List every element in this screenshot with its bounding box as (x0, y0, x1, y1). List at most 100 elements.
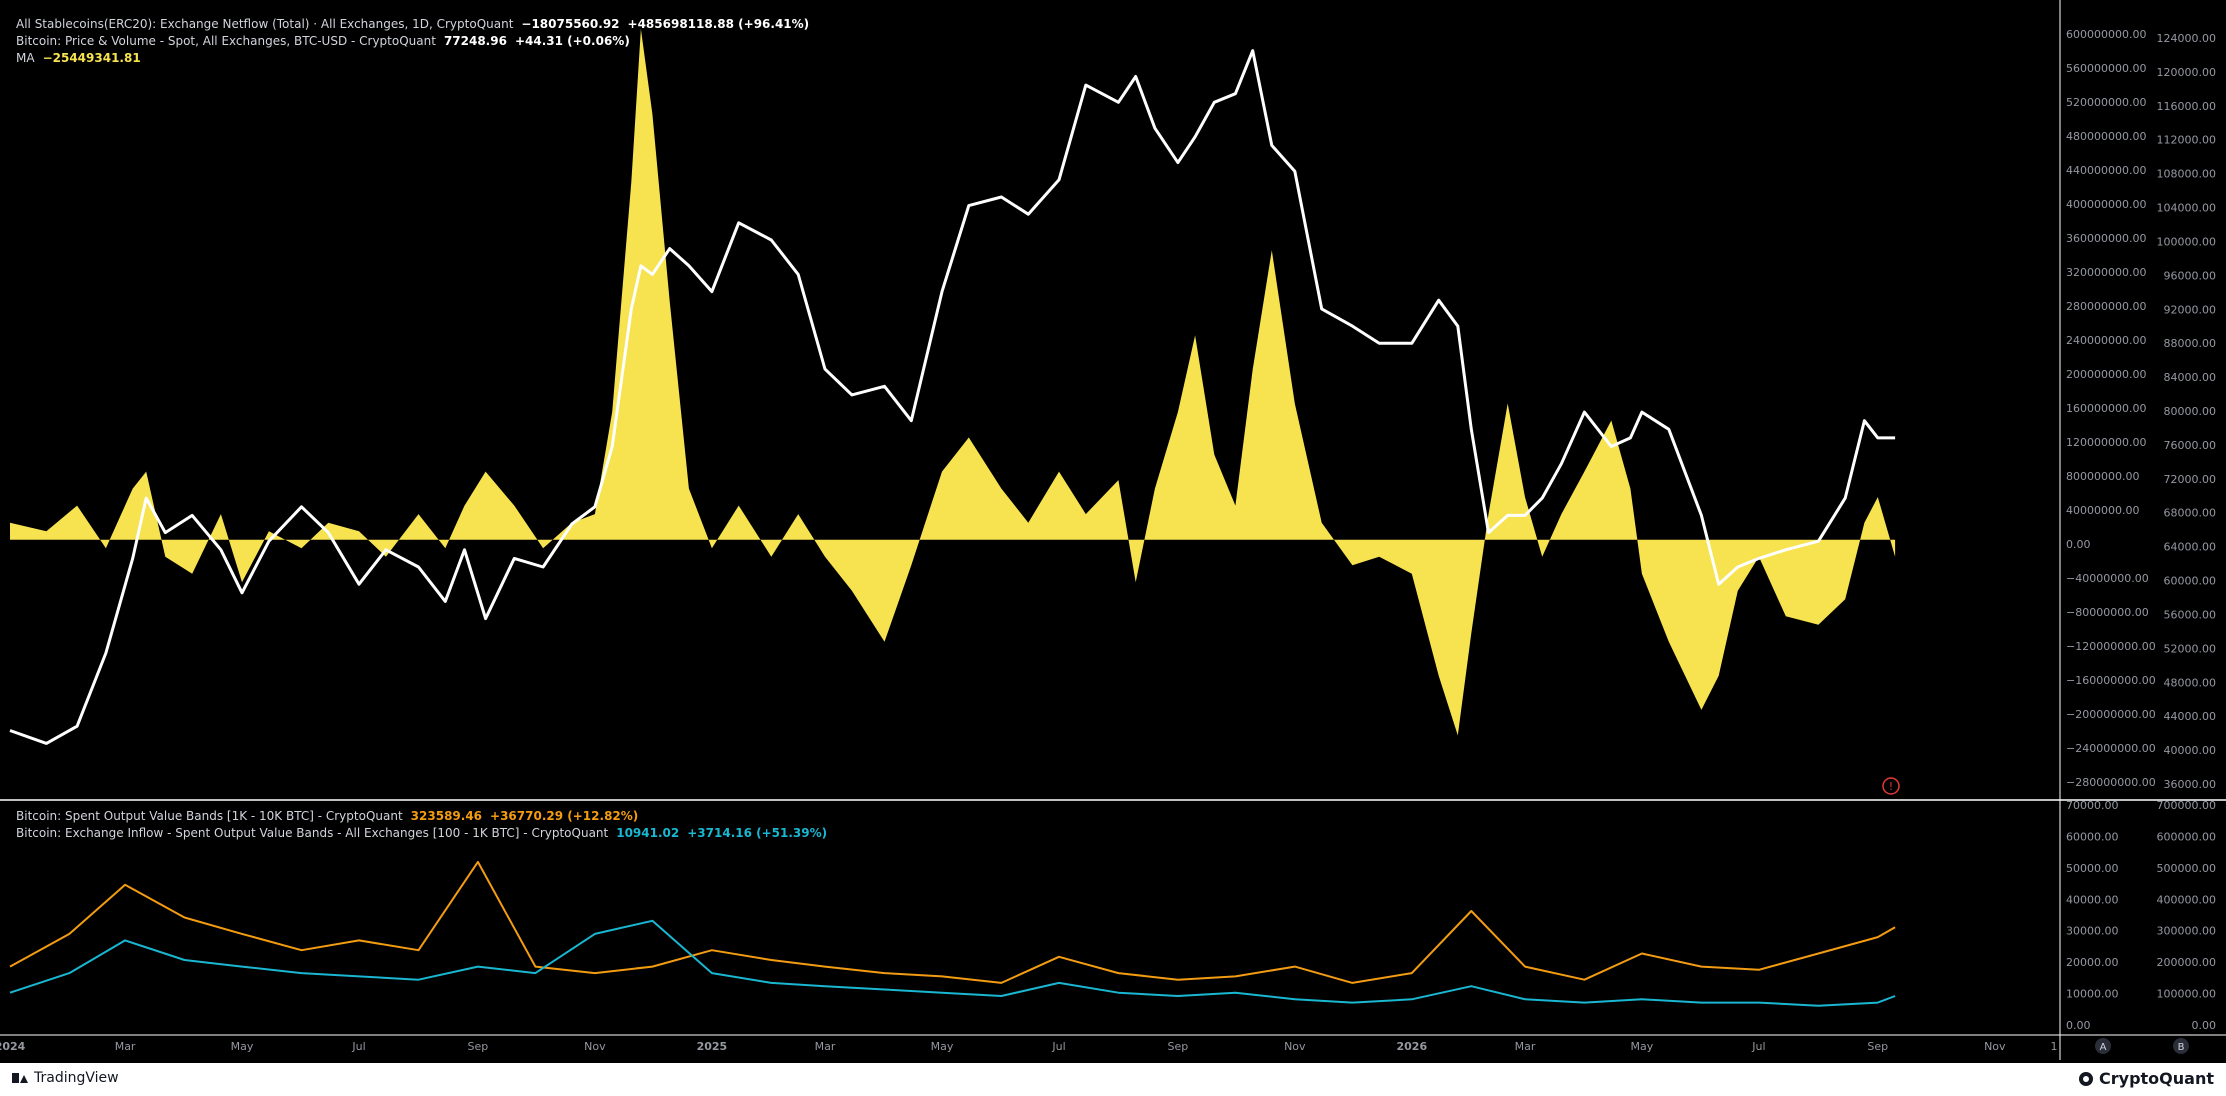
legend-netflow-value: −18075560.92 (521, 17, 620, 31)
netflow-axis-label: −280000000.00 (2066, 776, 2156, 789)
time-axis-label: 2024 (0, 1040, 26, 1053)
time-axis-label: Nov (1284, 1040, 1306, 1053)
price-axis-label: 80000.00 (2164, 405, 2217, 418)
inflow-axis-label: 0.00 (2066, 1019, 2091, 1032)
price-axis-label: 68000.00 (2164, 507, 2217, 520)
time-axis-label: May (1631, 1040, 1654, 1053)
price-axis-label: 72000.00 (2164, 473, 2217, 486)
legend-sovb-value: 323589.46 (410, 809, 483, 823)
price-axis-label: 92000.00 (2164, 303, 2217, 316)
legend-ma-label: MA (16, 51, 35, 65)
time-axis-label: Mar (115, 1040, 136, 1053)
price-axis-label: 120000.00 (2157, 66, 2217, 79)
price-axis-label: 60000.00 (2164, 575, 2217, 588)
netflow-axis-label: 80000000.00 (2066, 470, 2139, 483)
inflow-axis-label: 60000.00 (2066, 830, 2119, 843)
netflow-axis-label: 240000000.00 (2066, 334, 2146, 347)
time-axis-label: May (231, 1040, 254, 1053)
price-axis-label: 48000.00 (2164, 676, 2217, 689)
time-axis-label: 2026 (1396, 1040, 1427, 1053)
time-scale-button-label: B (2178, 1042, 2185, 1053)
inflow-axis-label: 70000.00 (2066, 799, 2119, 812)
legend-sovb-label: Bitcoin: Spent Output Value Bands [1K - … (16, 809, 403, 823)
legend-btc-label: Bitcoin: Price & Volume - Spot, All Exch… (16, 34, 436, 48)
time-axis-label: May (931, 1040, 954, 1053)
price-axis-label: 40000.00 (2164, 744, 2217, 757)
legend-inflow-label: Bitcoin: Exchange Inflow - Spent Output … (16, 826, 609, 840)
price-axis-label: 84000.00 (2164, 371, 2217, 384)
alert-icon[interactable]: ! (1882, 777, 1900, 795)
inflow-axis-label: 50000.00 (2066, 862, 2119, 875)
tradingview-logo-text: TradingView (34, 1070, 119, 1086)
time-scale-button-label: A (2100, 1042, 2107, 1053)
legend-inflow-change: +3714.16 (+51.39%) (687, 826, 828, 840)
svg-text:!: ! (1889, 780, 1893, 793)
sovb-axis-label: 0.00 (2192, 1019, 2217, 1032)
legend-sovb[interactable]: Bitcoin: Spent Output Value Bands [1K - … (16, 808, 646, 825)
footer-bar (0, 1063, 2226, 1096)
sovb-axis-label: 100000.00 (2157, 988, 2217, 1001)
netflow-axis-label: −80000000.00 (2066, 606, 2149, 619)
netflow-axis-label: 440000000.00 (2066, 164, 2146, 177)
price-axis-label: 124000.00 (2157, 32, 2217, 45)
netflow-axis-label: 520000000.00 (2066, 96, 2146, 109)
inflow-line (9, 919, 1896, 1007)
netflow-axis-label: 0.00 (2066, 538, 2091, 551)
time-axis-label: Nov (584, 1040, 606, 1053)
cryptoquant-logo-icon (2079, 1071, 2094, 1086)
netflow-axis-label: 200000000.00 (2066, 368, 2146, 381)
sovb-axis-label: 500000.00 (2157, 862, 2217, 875)
price-axis-label: 108000.00 (2157, 168, 2217, 181)
legend-sovb-change: +36770.29 (+12.82%) (490, 809, 639, 823)
netflow-axis-label: 40000000.00 (2066, 504, 2139, 517)
sovb-line (9, 860, 1896, 984)
chart-canvas[interactable]: 600000000.00 560000000.00 520000000.00 4800… (0, 0, 2226, 1063)
time-axis-label: Nov (1984, 1040, 2006, 1053)
legend-btc-change: +44.31 (+0.06%) (514, 34, 630, 48)
price-axis-label: 100000.00 (2157, 236, 2217, 249)
timezone-marker[interactable]: 1 (2051, 1040, 2058, 1053)
cryptoquant-logo: CryptoQuant (2079, 1069, 2214, 1088)
netflow-axis-label: 120000000.00 (2066, 436, 2146, 449)
time-axis-label: Sep (1867, 1040, 1888, 1053)
legend-inflow[interactable]: Bitcoin: Exchange Inflow - Spent Output … (16, 825, 835, 842)
time-axis-label: Sep (1168, 1040, 1189, 1053)
netflow-axis-label: 160000000.00 (2066, 402, 2146, 415)
netflow-axis-label: 480000000.00 (2066, 130, 2146, 143)
time-axis-label: Sep (468, 1040, 489, 1053)
sovb-axis-label: 700000.00 (2157, 799, 2217, 812)
inflow-axis-label: 10000.00 (2066, 988, 2119, 1001)
price-axis-label: 36000.00 (2164, 778, 2217, 791)
sovb-axis-label: 400000.00 (2157, 893, 2217, 906)
time-axis-label: Mar (1515, 1040, 1536, 1053)
inflow-axis-label: 30000.00 (2066, 925, 2119, 938)
price-axis-label: 64000.00 (2164, 541, 2217, 554)
time-scale-button-a[interactable]: A (2095, 1038, 2111, 1054)
price-axis-label: 96000.00 (2164, 269, 2217, 282)
price-axis-label: 52000.00 (2164, 642, 2217, 655)
sovb-axis-label: 600000.00 (2157, 830, 2217, 843)
netflow-axis-label: −120000000.00 (2066, 640, 2156, 653)
netflow-axis-label: 560000000.00 (2066, 62, 2146, 75)
price-axis-label: 76000.00 (2164, 439, 2217, 452)
legend-netflow-change: +485698118.88 (+96.41%) (627, 17, 810, 31)
sovb-axis-label: 200000.00 (2157, 956, 2217, 969)
netflow-axis-label: −160000000.00 (2066, 674, 2156, 687)
netflow-axis-label: 360000000.00 (2066, 232, 2146, 245)
time-axis-label: Mar (815, 1040, 836, 1053)
price-axis-label: 104000.00 (2157, 202, 2217, 215)
legend-netflow-label: All Stablecoins(ERC20): Exchange Netflow… (16, 17, 514, 31)
legend-netflow[interactable]: All Stablecoins(ERC20): Exchange Netflow… (16, 16, 817, 33)
legend-ma-value: −25449341.81 (42, 51, 141, 65)
price-axis-label: 116000.00 (2157, 100, 2217, 113)
netflow-area (10, 29, 1896, 736)
time-scale-button-b[interactable]: B (2173, 1038, 2189, 1054)
price-axis-label: 44000.00 (2164, 710, 2217, 723)
tradingview-logo[interactable]: TradingView (12, 1070, 119, 1086)
time-axis-label: Jul (1051, 1040, 1065, 1053)
lower-pane (9, 860, 1896, 1007)
time-axis-label: Jul (351, 1040, 365, 1053)
axes: 600000000.00 560000000.00 520000000.00 4800… (0, 0, 2226, 1060)
legend-btc[interactable]: Bitcoin: Price & Volume - Spot, All Exch… (16, 33, 638, 50)
legend-ma[interactable]: MA −25449341.81 (16, 50, 149, 67)
